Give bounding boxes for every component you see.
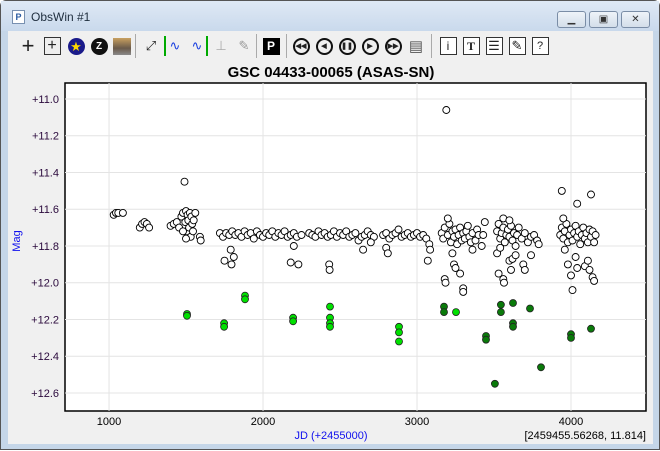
minimize-button[interactable]: ▁ — [557, 11, 586, 28]
plot-area[interactable] — [64, 82, 647, 412]
star-icon[interactable]: ★ — [67, 37, 85, 55]
chart-title: GSC 04433-00065 (ASAS-SN) — [227, 64, 435, 81]
list-icon[interactable]: ☰ — [485, 37, 503, 55]
p-button[interactable]: P — [262, 37, 280, 55]
rewind-icon[interactable]: ◀◀ — [292, 37, 310, 55]
fast-forward-icon[interactable]: ▶▶ — [384, 37, 402, 55]
box-crosshair-icon[interactable]: + — [43, 37, 61, 55]
play-icon[interactable]: ▶ — [361, 37, 379, 55]
toolbar: + + ★ Z ⤢ ∿ ∿ ⊥ ✎ P ◀◀ ◀ ❚❚ ▶ ▶▶ ▤ i T ☰… — [8, 31, 653, 61]
title-bar[interactable]: P ObsWin #1 ▁ ▣ ✕ — [1, 1, 659, 31]
app-icon: P — [12, 10, 25, 24]
window-title: ObsWin #1 — [31, 10, 91, 24]
expand-icon[interactable]: ⤢ — [145, 38, 157, 53]
text-button[interactable]: T — [462, 37, 480, 55]
image-icon[interactable] — [113, 37, 131, 55]
pause-icon[interactable]: ❚❚ — [338, 37, 356, 55]
help-button[interactable]: ? — [531, 37, 549, 55]
pencil-icon[interactable]: ✎ — [508, 37, 526, 55]
prev-icon[interactable]: ◀ — [315, 37, 333, 55]
period-right-icon[interactable]: ∿ — [188, 36, 208, 56]
maximize-button[interactable]: ▣ — [589, 11, 618, 28]
zoom-z-icon[interactable]: Z — [90, 37, 108, 55]
close-button[interactable]: ✕ — [621, 11, 650, 28]
period-gray-icon[interactable]: ⊥ — [215, 38, 227, 53]
crosshair-icon[interactable]: + — [21, 36, 35, 56]
period-left-icon[interactable]: ∿ — [164, 36, 184, 56]
edit-gray-icon[interactable]: ✎ — [238, 38, 250, 53]
notepad-icon[interactable]: ▤ — [408, 38, 424, 55]
info-button[interactable]: i — [439, 37, 457, 55]
